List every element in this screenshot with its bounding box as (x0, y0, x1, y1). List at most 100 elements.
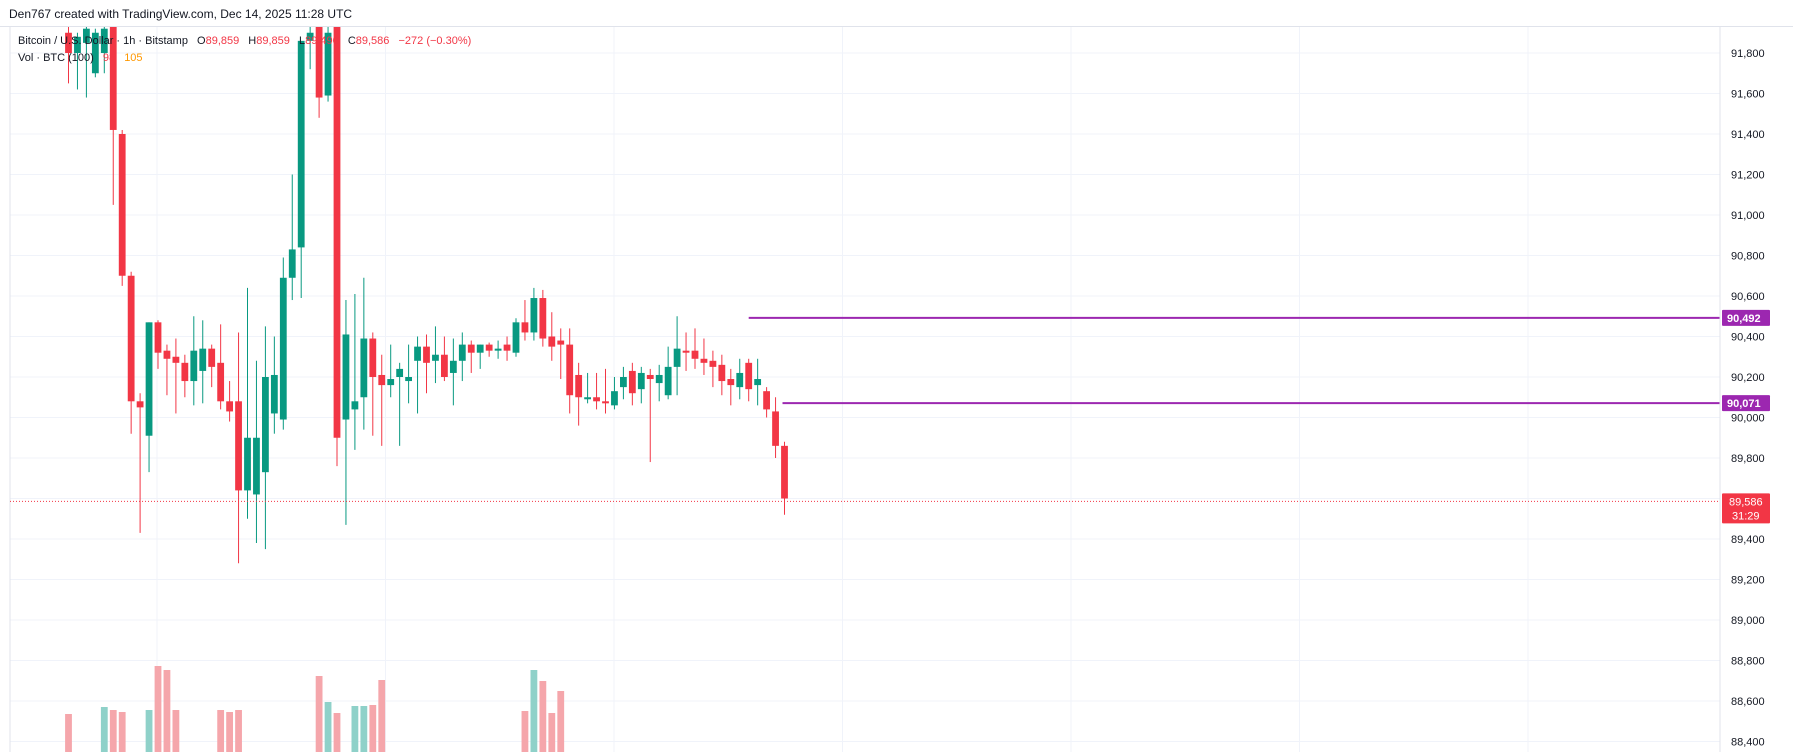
volume-legend[interactable]: Vol · BTC (100) 98 105 (18, 52, 149, 64)
ohlc-low: L89,490 (299, 35, 339, 47)
open-value: 89,859 (205, 35, 240, 47)
candle (691, 328, 699, 369)
price-axis-tick-label: 91,400 (1731, 129, 1765, 141)
open-label: O (197, 35, 206, 47)
candle-body (297, 40, 305, 248)
candle-body (736, 372, 744, 388)
candle-body (91, 32, 99, 74)
candle (270, 336, 278, 434)
candle (163, 344, 171, 396)
candle-body (270, 374, 278, 414)
candle (628, 362, 636, 406)
candle-body (74, 36, 81, 53)
candle (646, 368, 654, 463)
candle (548, 312, 556, 361)
candle-body (217, 362, 225, 402)
candle (772, 397, 779, 458)
candle-body (432, 354, 439, 361)
candle-body (637, 372, 645, 390)
candle (83, 27, 90, 98)
price-axis-tick-label: 88,800 (1731, 656, 1765, 668)
candle (611, 377, 618, 410)
candle (396, 362, 404, 446)
close-label: C (347, 35, 356, 47)
candle (127, 271, 135, 434)
candle (118, 129, 126, 286)
candle (253, 360, 260, 544)
candle (637, 366, 645, 404)
candle (369, 332, 377, 436)
volume-label[interactable]: Vol · BTC (100) (18, 52, 94, 64)
price-axis-tick-label: 89,200 (1731, 575, 1765, 587)
candle-body (333, 27, 341, 438)
candle (288, 174, 296, 301)
price-axis[interactable]: 91,800 91,600 91,400 91,200 91,000 90,800 90,6… (1719, 27, 1793, 752)
candle (190, 316, 198, 406)
last-price-badge (1722, 493, 1770, 524)
candle-body (691, 350, 699, 359)
candle-body (414, 346, 421, 361)
symbol-name[interactable]: Bitcoin / U.S. Dollar · 1h · Bitstamp (18, 35, 188, 47)
candle-body (83, 28, 90, 43)
candle-body (772, 411, 779, 446)
volume-bar (163, 670, 171, 752)
candle-body (566, 344, 574, 396)
candle (405, 344, 412, 404)
candle-body (378, 374, 386, 386)
candle (575, 362, 583, 426)
volume-bar (369, 705, 377, 752)
candle-body (244, 437, 251, 491)
price-axis-tick-label: 90,800 (1731, 251, 1765, 263)
candle (503, 336, 511, 361)
volume-bars (65, 666, 565, 752)
price-axis-tick-label: 91,600 (1731, 89, 1765, 101)
volume-bar (539, 681, 547, 752)
candle (91, 28, 99, 78)
level-price-label: 90,071 (1727, 398, 1761, 410)
candle-body (100, 28, 108, 53)
candle (530, 287, 538, 341)
price-axis-background (1720, 27, 1793, 752)
candle-body (494, 348, 502, 351)
candle-body (360, 338, 368, 398)
candle-body (539, 298, 547, 339)
price-axis-tick-label: 90,400 (1731, 332, 1765, 344)
candle (145, 322, 153, 473)
candle (494, 340, 502, 359)
candle (476, 344, 484, 369)
candle-body (763, 391, 770, 410)
candle (441, 336, 448, 382)
symbol-legend[interactable]: Bitcoin / U.S. Dollar · 1h · Bitstamp O8… (18, 35, 477, 47)
candle-body (387, 379, 395, 386)
volume-bar (109, 710, 117, 752)
candle (458, 332, 466, 382)
candle-body (181, 362, 189, 382)
candle (297, 40, 305, 299)
volume-value-2: 105 (124, 52, 143, 64)
candle (208, 344, 216, 388)
candle (387, 344, 395, 398)
candle-body (315, 27, 323, 98)
candle (655, 364, 663, 402)
candle-body (673, 348, 681, 367)
chart-header: Den767 created with TradingView.com, Dec… (0, 0, 1793, 27)
candle-body (288, 249, 296, 278)
candle (136, 393, 144, 533)
candle (673, 316, 681, 396)
candle (423, 334, 430, 394)
candle (718, 354, 726, 396)
candle-body (718, 364, 726, 382)
volume-bar (333, 713, 341, 752)
candle (736, 358, 744, 400)
price-axis-tick-label: 91,000 (1731, 210, 1765, 222)
candle-body (557, 340, 565, 345)
header-attribution: Den767 created with TradingView.com, Dec… (9, 7, 353, 21)
candle (342, 300, 350, 525)
last-price-label: 89,586 (1729, 496, 1763, 508)
candle (109, 27, 117, 205)
horizontal-levels[interactable] (10, 316, 1720, 502)
candle-body (127, 275, 135, 402)
candle-body (664, 366, 672, 396)
volume-bar (351, 706, 359, 752)
